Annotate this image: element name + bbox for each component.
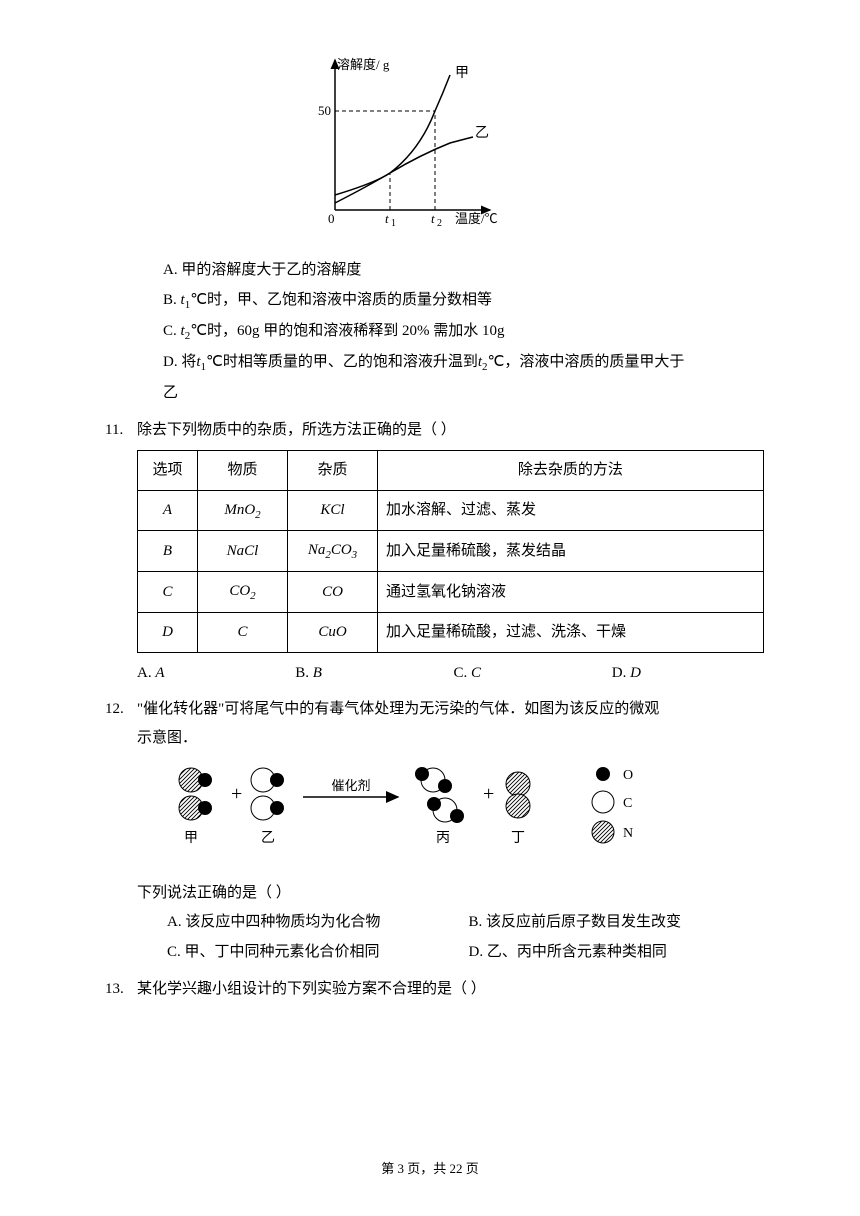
svg-text:0: 0 [328,211,335,226]
q11-num: 11. [105,416,137,688]
q11-opt-d: D. D [612,659,770,688]
option-b: B. t1℃时，甲、乙饱和溶液中溶质的质量分数相等 [163,285,770,316]
q11-th-method: 除去杂质的方法 [378,451,764,491]
q11-th-opt: 选项 [138,451,198,491]
svg-text:50: 50 [318,103,331,118]
q12-opt-c: C. 甲、丁中同种元素化合价相同 [167,937,469,967]
table-row: D C CuO 加入足量稀硫酸，过滤、洗涤、干燥 [138,613,764,653]
svg-text:1: 1 [391,218,396,229]
reaction-diagram: 甲 + 乙 催化剂 丙 + [173,762,770,873]
q11-opt-b: B. B [295,659,453,688]
q12-num: 12. [105,695,137,967]
q12-opt-b: B. 该反应前后原子数目发生改变 [469,907,771,937]
q11-opt-a: A. A [137,659,295,688]
q12-options: A. 该反应中四种物质均为化合物 B. 该反应前后原子数目发生改变 C. 甲、丁… [167,907,770,967]
svg-text:C: C [623,796,632,811]
q12-text2: 示意图． [137,724,770,753]
q13-num: 13. [105,975,137,1004]
q12-subtext: 下列说法正确的是（ ） [137,879,770,908]
svg-text:+: + [483,783,494,805]
svg-text:甲: 甲 [455,66,469,81]
solubility-chart: 50 甲 乙 0 t 1 t 2 溶解度/ g 温度/℃ [305,55,770,241]
svg-text:丙: 丙 [436,831,450,846]
option-d: D. 将t1℃时相等质量的甲、乙的饱和溶液升温到t2℃，溶液中溶质的质量甲大于 [163,347,770,378]
question-13: 13. 某化学兴趣小组设计的下列实验方案不合理的是（ ） [105,975,770,1004]
solubility-svg: 50 甲 乙 0 t 1 t 2 溶解度/ g 温度/℃ [305,55,525,230]
option-d-cont: 乙 [163,378,770,408]
option-c: C. t2℃时，60g 甲的饱和溶液稀释到 20% 需加水 10g [163,316,770,347]
svg-text:t: t [385,211,389,226]
svg-text:甲: 甲 [184,831,198,846]
svg-text:N: N [623,826,633,841]
svg-text:O: O [623,768,633,783]
q12-text1: "催化转化器"可将尾气中的有毒气体处理为无污染的气体．如图为该反应的微观 [137,695,770,724]
page-footer: 第 3 页，共 22 页 [0,1157,860,1182]
q12-opt-d: D. 乙、丙中所含元素种类相同 [469,937,771,967]
question-12: 12. "催化转化器"可将尾气中的有毒气体处理为无污染的气体．如图为该反应的微观… [105,695,770,967]
table-row: A MnO2 KCl 加水溶解、过滤、蒸发 [138,490,764,531]
q11-table: 选项 物质 杂质 除去杂质的方法 A MnO2 KCl 加水溶解、过滤、蒸发 B… [137,450,764,653]
q11-opt-c: C. C [454,659,612,688]
question-11: 11. 除去下列物质中的杂质，所选方法正确的是（ ） 选项 物质 杂质 除去杂质… [105,416,770,688]
svg-text:乙: 乙 [261,830,275,846]
table-row: C CO2 CO 通过氢氧化钠溶液 [138,572,764,613]
q11-text: 除去下列物质中的杂质，所选方法正确的是（ ） [137,416,770,445]
q13-text: 某化学兴趣小组设计的下列实验方案不合理的是（ ） [137,975,770,1004]
svg-text:丁: 丁 [511,831,525,846]
svg-text:2: 2 [437,218,442,229]
table-row: B NaCl Na2CO3 加入足量稀硫酸，蒸发结晶 [138,531,764,572]
option-a-text: 甲的溶解度大于乙的溶解度 [181,262,361,278]
svg-text:+: + [231,783,242,805]
option-a: A. 甲的溶解度大于乙的溶解度 [163,255,770,285]
svg-text:t: t [431,211,435,226]
q12-opt-a: A. 该反应中四种物质均为化合物 [167,907,469,937]
svg-text:溶解度/ g: 溶解度/ g [337,57,390,72]
q11-abcd: A. A B. B C. C D. D [137,659,770,688]
svg-text:催化剂: 催化剂 [331,778,370,793]
q11-th-sub: 物质 [198,451,288,491]
svg-text:乙: 乙 [475,125,489,141]
svg-text:温度/℃: 温度/℃ [455,211,498,226]
q11-th-imp: 杂质 [288,451,378,491]
